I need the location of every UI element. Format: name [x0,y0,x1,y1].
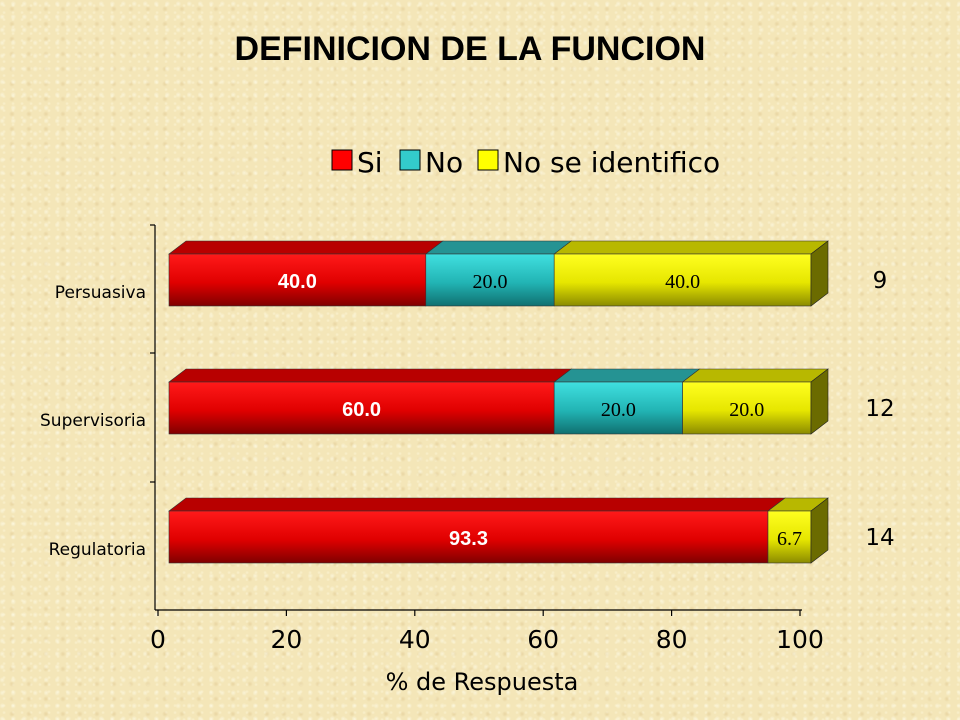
x-tick-label-1: 20 [270,625,302,654]
value-label-2-0: 93.3 [449,528,488,550]
bar-top-0-0 [168,240,444,255]
x-tick-label-5: 100 [776,625,824,654]
bar-0-2 [553,253,812,307]
x-tick-label-4: 80 [656,625,688,654]
bar-top-1-1 [553,368,701,383]
bar-top-0-1 [424,240,573,255]
value-label-1-1: 20.0 [601,399,636,421]
value-label-1-2: 20.0 [729,399,764,421]
category-label-2: Regulatoria [49,540,146,560]
bar-top-2-0 [168,497,786,512]
value-label-0-2: 40.0 [665,271,700,293]
legend-swatch-0 [331,149,353,171]
bar-top-1-0 [168,368,573,383]
n-label-1: 12 [865,396,894,422]
legend-label-0: Si [357,146,383,179]
bar-top-0-2 [553,240,829,255]
x-axis-title: % de Respuesta [386,668,579,696]
value-label-1-0: 60.0 [342,399,381,421]
bar-0-1 [425,253,555,307]
bar-1-2 [682,381,812,435]
legend: Si No No se identifico [331,146,720,179]
axes: 0 20 40 60 80 100 % de Respuesta Persuasiva Supe… [40,224,824,696]
legend-label-2: No se identifico [503,146,720,179]
bar-side-2 [810,497,829,564]
value-label-0-0: 40.0 [278,271,317,293]
bars [168,240,829,564]
bar-top-1-2 [681,368,829,383]
x-tick-label-0: 0 [150,625,166,654]
chart-title: DEFINICION DE LA FUNCION [234,30,706,68]
n-label-0: 9 [873,268,888,294]
bar-1-1 [553,381,683,435]
bar-2-0 [168,510,769,564]
bar-1-0 [168,381,555,435]
value-label-0-1: 20.0 [473,271,508,293]
bar-side-1 [810,368,829,435]
category-label-0: Persuasiva [55,283,146,303]
legend-label-1: No [425,146,463,179]
labels: 40.0 20.0 40.0 9 60.0 20.0 20.0 12 93.3 6.7 14 [278,268,895,551]
n-label-2: 14 [865,525,894,551]
bar-side-0 [810,240,829,307]
value-label-2-2: 6.7 [777,528,802,550]
legend-swatch-1 [399,149,421,171]
x-tick-label-2: 40 [399,625,431,654]
legend-swatch-2 [477,149,499,171]
bar-2-2 [767,510,812,564]
x-tick-label-3: 60 [527,625,559,654]
category-label-1: Supervisoria [40,411,146,431]
